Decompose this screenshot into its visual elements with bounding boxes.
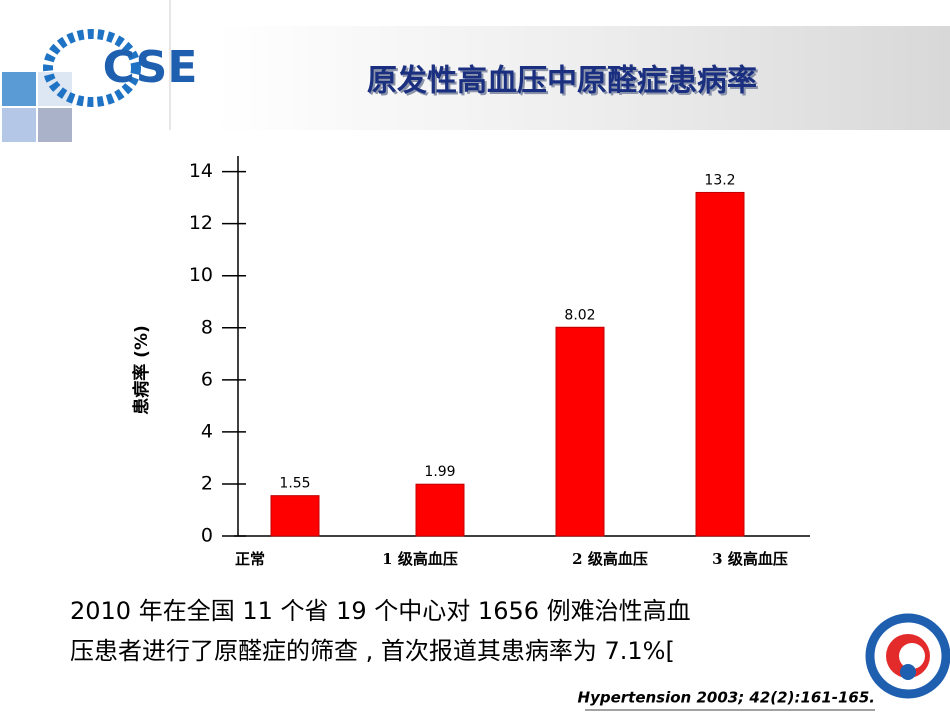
society-emblem [865, 613, 950, 699]
chart-title: 原发性高血压中原醛症患病率 [367, 64, 757, 99]
body-line: 2010 年在全国 11 个省 19 个中心对 1656 例难治性高血 [70, 597, 691, 625]
y-tick-label: 6 [201, 368, 213, 390]
y-tick-label: 10 [189, 264, 213, 286]
x-tick-label: 1 级高血压 [382, 550, 458, 568]
y-tick-label: 14 [189, 160, 213, 182]
header-band [215, 26, 950, 130]
bar [415, 483, 465, 537]
value-label: 13.2 [704, 172, 735, 188]
value-label: 1.99 [424, 464, 455, 480]
x-tick-label: 正常 [235, 550, 265, 568]
y-tick-label: 0 [201, 525, 213, 547]
y-tick-label: 4 [201, 420, 213, 442]
value-label: 8.02 [564, 307, 595, 323]
plot-area: 0 2 4 6 8 10 12 14 1.55 正常 1.99 1 级高血压 8.02 2 级高血压 13.… [189, 156, 810, 568]
y-tick-label: 12 [189, 212, 213, 234]
y-tick-label: 8 [201, 316, 213, 338]
x-tick-label: 2 级高血压 [572, 550, 648, 568]
logo-mark [43, 29, 141, 107]
body-line: 压患者进行了原醛症的筛查 , 首次报道其患病率为 7.1%[ [70, 637, 675, 665]
logo-text: CSE [103, 42, 198, 93]
y-axis-label: 患病率 (%) [131, 325, 152, 415]
bar [555, 326, 605, 537]
bar [270, 495, 320, 537]
reference: Hypertension 2003; 42(2):161-165. [578, 689, 875, 707]
x-tick-label: 3 级高血压 [712, 550, 788, 568]
logo-squares [2, 72, 72, 142]
bar [695, 191, 745, 537]
title-shadow: 原发性高血压中原醛症患病率 [369, 66, 759, 101]
value-label: 1.55 [279, 476, 310, 492]
y-tick-label: 2 [201, 472, 213, 494]
